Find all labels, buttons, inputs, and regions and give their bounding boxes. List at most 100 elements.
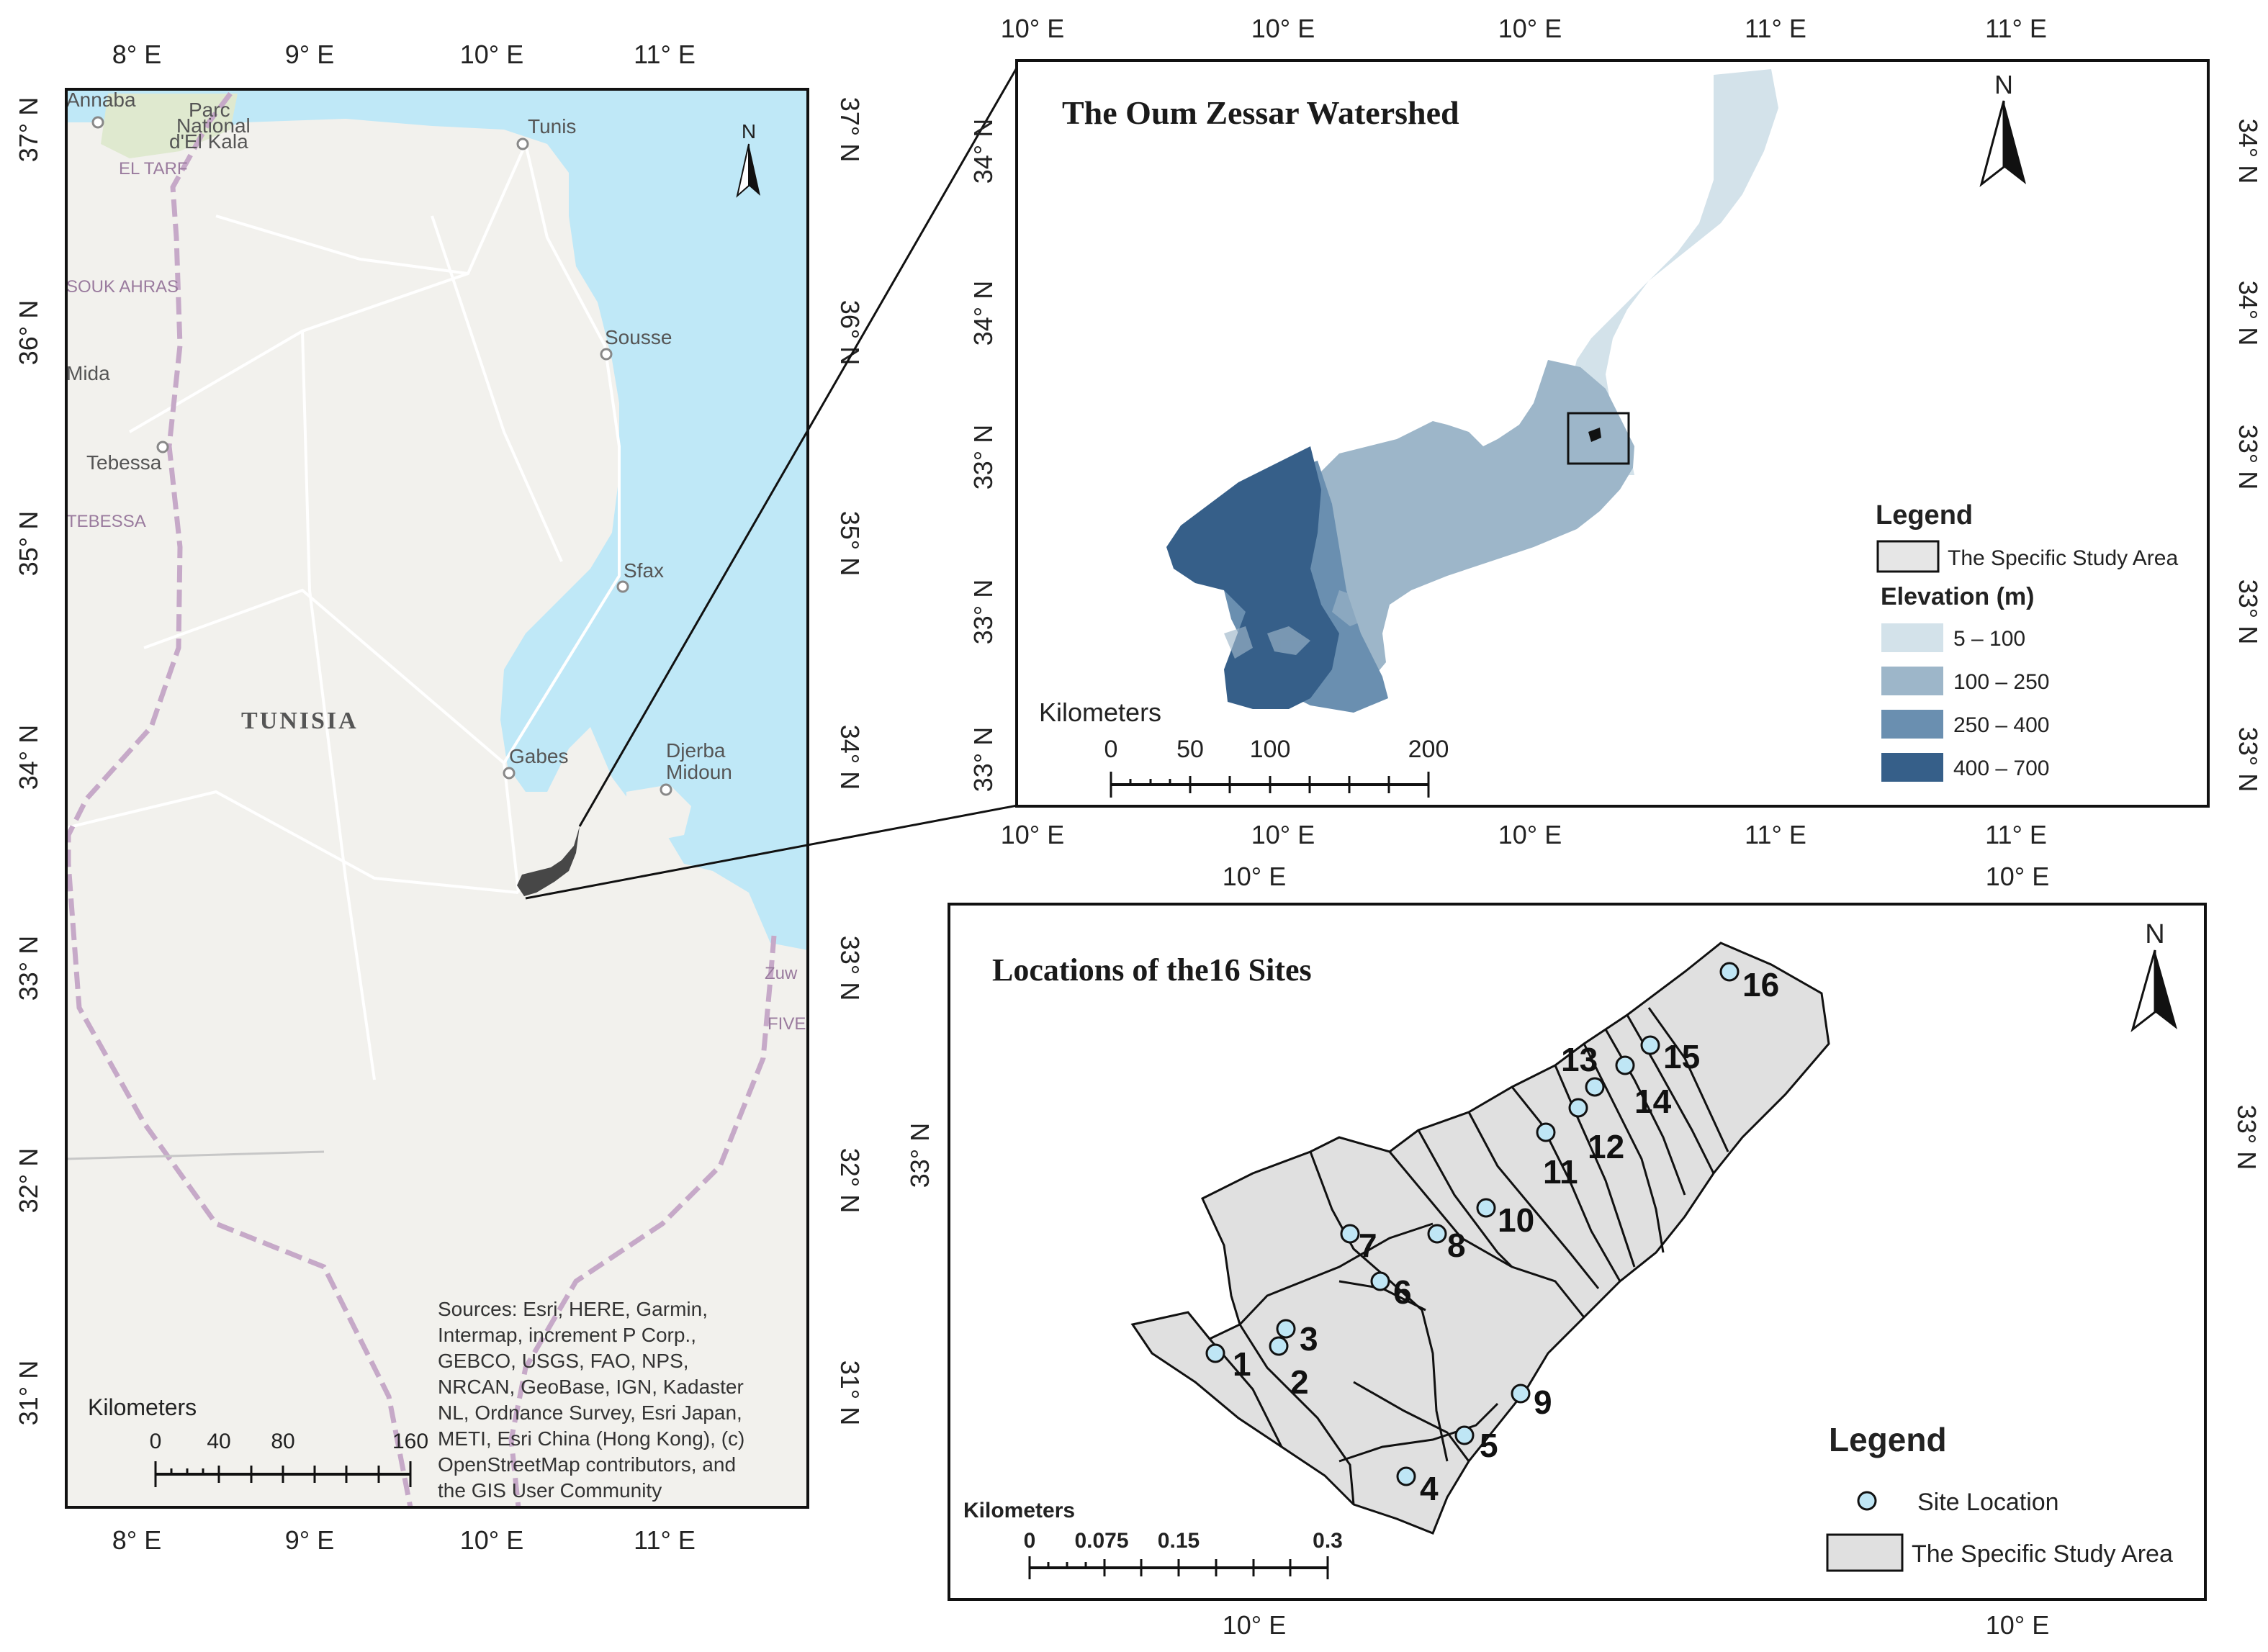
site-label: 1 [1233,1345,1251,1383]
elevation-label: 250 – 400 [1953,713,2049,737]
zoom-connectors [525,60,1022,900]
elevation-label: 400 – 700 [1953,757,2049,780]
ws-left-tick: 33° N [968,579,998,644]
watershed-map: The Oum Zessar Watershed N Legend The Sp… [968,14,2263,849]
site-label: 9 [1534,1384,1552,1421]
left-bottom-tick: 10° E [460,1525,523,1555]
sites-top-tick: 10° E [1986,862,2049,891]
ws-bottom-tick: 10° E [1001,820,1064,849]
city-sousse: Sousse [605,326,672,348]
site-label: 11 [1543,1153,1578,1191]
region-five: FIVE [768,1014,806,1034]
sources-line: Intermap, increment P Corp., [438,1324,696,1346]
ws-bottom-tick: 10° E [1498,820,1562,849]
svg-text:160: 160 [392,1430,428,1453]
ws-right-tick: 33° N [2233,579,2263,644]
svg-text:Elevation (m): Elevation (m) [1881,583,2034,610]
elevation-label: 5 – 100 [1953,627,2025,651]
sites-legend: Legend Site Location The Specific Study … [1826,1421,2173,1572]
watershed-frame [1015,59,2210,808]
left-left-tick: 33° N [14,936,43,1001]
svg-text:The Specific Study Area: The Specific Study Area [1948,546,2178,570]
site-marker [1511,1384,1531,1404]
svg-text:0: 0 [1104,736,1118,763]
svg-text:N: N [742,120,756,143]
sources-line: GEBCO, USGS, FAO, NPS, [438,1350,689,1372]
elevation-swatch [1880,665,1945,697]
site-marker [1427,1224,1447,1244]
ws-top-tick: 10° E [1001,14,1064,43]
watershed-ticks: 10° E 10° E 10° E 10° E 10° E 10° E 11° E 11° E… [968,14,2263,849]
site-marker [1536,1122,1556,1142]
site-label: 15 [1663,1038,1700,1075]
site-label: 8 [1447,1227,1466,1264]
ws-bottom-tick: 11° E [1745,820,1806,849]
ws-right-tick: 34° N [2233,281,2263,346]
city-annaba: Annaba [66,89,136,111]
study-area-polygon [1130,942,1830,1535]
left-top-tick: 11° E [634,40,696,69]
left-left-tick: 36° N [14,300,43,365]
sites-bottom-tick: 10° E [1986,1610,2049,1640]
left-map-ticks: 8° E 8° E 9° E 9° E 10° E 10° E 11° E 11° E 37° … [14,40,865,1555]
city-tunis: Tunis [528,115,576,137]
left-right-tick: 36° N [835,300,865,365]
left-left-tick: 32° N [14,1148,43,1213]
site-label: 7 [1359,1227,1377,1264]
ws-right-tick: 33° N [2233,727,2263,792]
region-tebessa: TEBESSA [66,512,146,531]
elevation-swatch [1880,751,1945,783]
sources-text: Sources: Esri, HERE, Garmin, Intermap, in… [438,1298,744,1502]
city-mida: Mida [66,362,110,384]
left-left-tick: 34° N [14,725,43,790]
svg-text:N: N [2145,919,2164,949]
sites-top-tick: 10° E [1223,862,1286,891]
sources-line: the GIS User Community [438,1479,662,1502]
left-right-tick: 32° N [835,1148,865,1213]
ws-left-tick: 34° N [968,119,998,184]
ws-top-tick: 11° E [1745,14,1806,43]
sea [66,89,808,950]
left-top-tick: 8° E [112,40,161,69]
park-area [101,94,238,158]
site-label: 10 [1498,1201,1534,1239]
elevation-swatch [1880,622,1945,654]
left-top-tick: 10° E [460,40,523,69]
svg-text:0.15: 0.15 [1158,1529,1200,1553]
watershed-legend: Legend The Specific Study Area Elevation… [1876,500,2178,783]
left-left-tick: 35° N [14,511,43,576]
ws-bottom-tick: 10° E [1251,820,1315,849]
region-el-tarf: EL TARF [119,159,188,179]
site-marker [1396,1466,1416,1486]
site-label: 6 [1393,1273,1412,1311]
north-arrow-left: N [736,120,760,198]
site-marker [1205,1343,1225,1363]
north-arrow-sites: N [2130,919,2177,1032]
sites-title: Locations of the16 Sites [992,952,1312,988]
left-right-tick: 35° N [835,511,865,576]
svg-text:0.075: 0.075 [1074,1529,1128,1553]
border-line [66,1150,325,1160]
scale-bar-left: Kilometers 0 40 80 160 [88,1394,428,1487]
region-souk-ahras: SOUK AHRAS [66,277,179,297]
site-label: 16 [1742,966,1779,1003]
site-marker [1340,1224,1360,1244]
city-djerba: Djerba [666,739,726,762]
left-left-tick: 31° N [14,1360,43,1425]
djerba-island [626,785,691,842]
site-marker [1615,1055,1635,1075]
svg-text:0: 0 [150,1430,162,1453]
site-label: 14 [1634,1083,1672,1120]
sites-left-tick: 33° N [905,1123,935,1188]
roads [66,143,621,1080]
left-bottom-tick: 8° E [112,1525,161,1555]
elevation-label: 100 – 250 [1953,670,2049,694]
site-label: 5 [1480,1427,1498,1464]
ws-top-tick: 11° E [1985,14,2047,43]
left-map: Tunis Sousse Tebessa Sfax Gabes Djerba M… [14,40,865,1555]
left-right-tick: 31° N [835,1360,865,1425]
left-right-tick: 34° N [835,725,865,790]
svg-text:0: 0 [1024,1529,1036,1553]
study-area-marker [1588,428,1601,442]
